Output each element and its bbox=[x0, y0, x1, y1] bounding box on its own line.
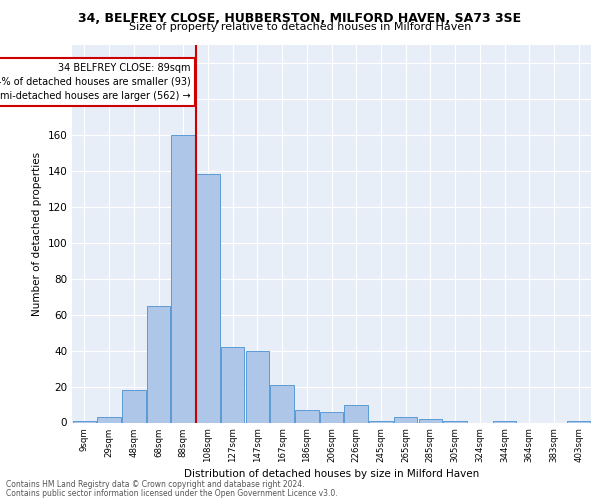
Bar bbox=[394, 417, 418, 422]
Text: Contains public sector information licensed under the Open Government Licence v3: Contains public sector information licen… bbox=[6, 489, 338, 498]
Bar bbox=[271, 385, 294, 422]
Bar bbox=[567, 420, 590, 422]
Bar bbox=[122, 390, 146, 422]
Text: 34, BELFREY CLOSE, HUBBERSTON, MILFORD HAVEN, SA73 3SE: 34, BELFREY CLOSE, HUBBERSTON, MILFORD H… bbox=[79, 12, 521, 26]
Bar bbox=[443, 420, 467, 422]
Text: Contains HM Land Registry data © Crown copyright and database right 2024.: Contains HM Land Registry data © Crown c… bbox=[6, 480, 305, 489]
Text: Size of property relative to detached houses in Milford Haven: Size of property relative to detached ho… bbox=[129, 22, 471, 32]
Bar bbox=[493, 420, 516, 422]
Bar bbox=[295, 410, 319, 422]
Bar bbox=[97, 417, 121, 422]
Text: 34 BELFREY CLOSE: 89sqm
← 14% of detached houses are smaller (93)
84% of semi-de: 34 BELFREY CLOSE: 89sqm ← 14% of detache… bbox=[0, 63, 191, 101]
X-axis label: Distribution of detached houses by size in Milford Haven: Distribution of detached houses by size … bbox=[184, 469, 479, 479]
Bar bbox=[320, 412, 343, 422]
Bar bbox=[221, 347, 244, 422]
Y-axis label: Number of detached properties: Number of detached properties bbox=[32, 152, 42, 316]
Bar bbox=[419, 419, 442, 422]
Bar bbox=[245, 350, 269, 422]
Bar bbox=[344, 404, 368, 422]
Bar bbox=[369, 420, 392, 422]
Bar bbox=[196, 174, 220, 422]
Bar bbox=[172, 135, 195, 422]
Bar bbox=[147, 306, 170, 422]
Bar bbox=[73, 420, 96, 422]
